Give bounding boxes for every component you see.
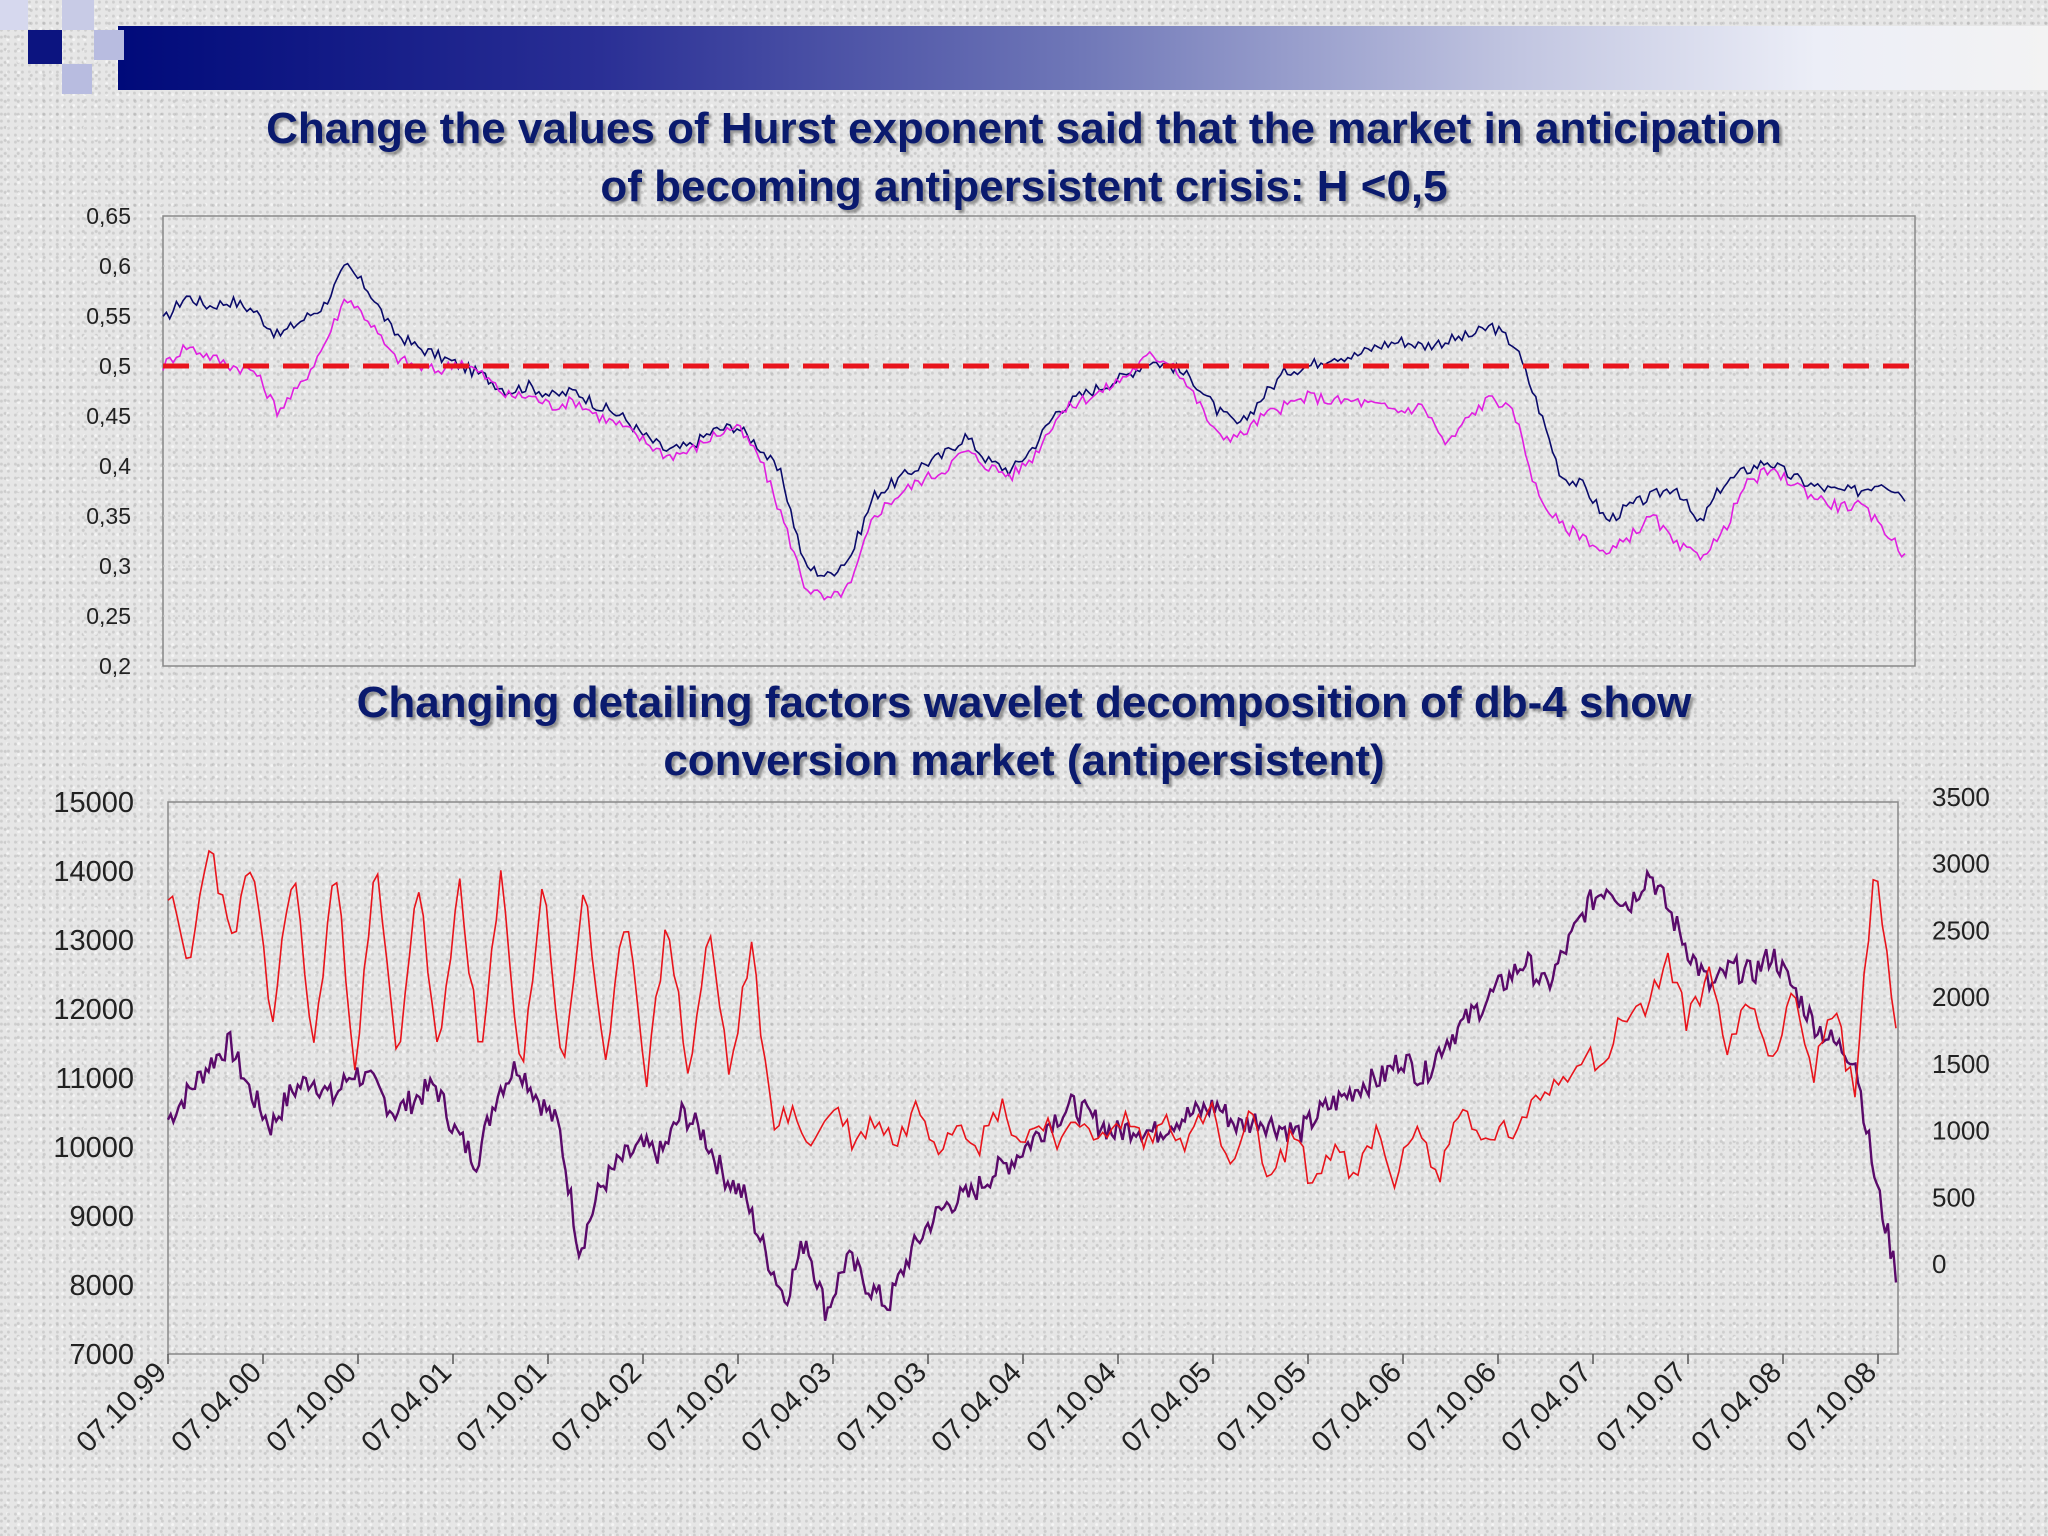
chart-1-title-line-2: of becoming antipersistent crisis: H <0,… [600,162,1448,211]
chart-1-y-tick-label: 0,2 [99,653,131,679]
chart-2-x-tick-label: 07.10.07 [1590,1356,1692,1458]
chart-1-title: Change the values of Hurst exponent said… [0,100,2048,216]
chart-2-x-tick-label: 07.04.06 [1305,1356,1407,1458]
chart-2-x-tick-label: 07.04.01 [355,1356,457,1458]
chart-2-x-tick-label: 07.10.04 [1020,1356,1122,1458]
chart-2-title: Changing detailing factors wavelet decom… [0,674,2048,790]
chart-2-y-tick-label: 15000 [53,787,134,819]
decor-square-light [94,30,124,60]
chart-2-x-tick-label: 07.10.99 [70,1356,172,1458]
chart-2-x-tick-label: 07.04.02 [545,1356,647,1458]
chart-2-y2-tick-label: 0 [1932,1249,1946,1279]
chart-2-y-tick-label: 7000 [69,1339,134,1371]
decor-square-light [62,0,94,30]
chart-1-y-tick-label: 0,4 [99,453,131,479]
chart-2-title-line-1: Changing detailing factors wavelet decom… [356,678,1692,727]
chart-1-y-tick-label: 0,55 [86,303,131,329]
chart-2-y2-tick-label: 1000 [1932,1116,1990,1146]
chart-2-x-tick-label: 07.04.04 [925,1356,1027,1458]
chart-2-y2-tick-label: 3500 [1932,782,1990,812]
chart-1-series-line-1 [162,262,1906,577]
chart-2-y2-tick-label: 500 [1932,1182,1975,1212]
chart-2-x-tick-label: 07.04.03 [735,1356,837,1458]
chart-1-plot-area [162,215,1916,667]
chart-2-title-line-2: conversion market (antipersistent) [663,736,1385,785]
chart-2-y-tick-label: 11000 [56,1063,135,1095]
chart-2-series-line-1 [166,868,1898,1321]
chart-2-y2-tick-label: 1500 [1932,1049,1990,1079]
chart-1-y-tick-label: 0,25 [86,603,131,629]
chart-2-x-tick-label: 07.10.01 [450,1356,552,1458]
chart-2-x-tick-label: 07.10.08 [1780,1356,1882,1458]
chart-1-y-tick-label: 0,5 [99,353,131,379]
header-gradient-band [118,26,2048,90]
chart-2-y-tick-label: 9000 [69,1201,134,1233]
chart-1-y-tick-label: 0,6 [99,253,131,279]
decor-square-dark [28,30,62,64]
chart-2-x-tick-label: 07.10.02 [640,1356,742,1458]
chart-2-x-tick-label: 07.04.05 [1115,1356,1217,1458]
chart-2-y-tick-label: 8000 [69,1270,134,1302]
chart-2-x-tick-label: 07.10.05 [1210,1356,1312,1458]
chart-1-y-tick-label: 0,65 [86,203,131,229]
chart-2-x-tick-label: 07.04.00 [165,1356,267,1458]
chart-2-x-tick-label: 07.10.06 [1400,1356,1502,1458]
chart-2-x-tick-label: 07.04.07 [1495,1356,1597,1458]
chart-2-y2-tick-label: 2000 [1932,982,1990,1012]
chart-2-y-tick-label: 13000 [53,925,134,957]
chart-1-series-line-2 [162,297,1906,601]
chart-1-y-tick-label: 0,3 [99,553,131,579]
chart-2-y-tick-label: 14000 [53,856,134,888]
chart-1-title-line-1: Change the values of Hurst exponent said… [266,104,1782,153]
chart-1-y-tick-label: 0,35 [86,503,131,529]
chart-2-y-tick-label: 10000 [53,1132,134,1164]
chart-2-y2-tick-label: 3000 [1932,849,1990,879]
chart-2-series-line-2 [167,849,1897,1191]
chart-2-y2-tick-label: 2500 [1932,915,1990,945]
chart-2-x-tick-label: 07.10.03 [830,1356,932,1458]
chart-1-y-tick-label: 0,45 [86,403,131,429]
decor-square-light [62,64,92,94]
decor-square-light [0,0,28,30]
chart-2-x-tick-label: 07.10.00 [260,1356,362,1458]
chart-2-y-tick-label: 12000 [53,994,134,1026]
chart-2-x-tick-label: 07.04.08 [1685,1356,1787,1458]
